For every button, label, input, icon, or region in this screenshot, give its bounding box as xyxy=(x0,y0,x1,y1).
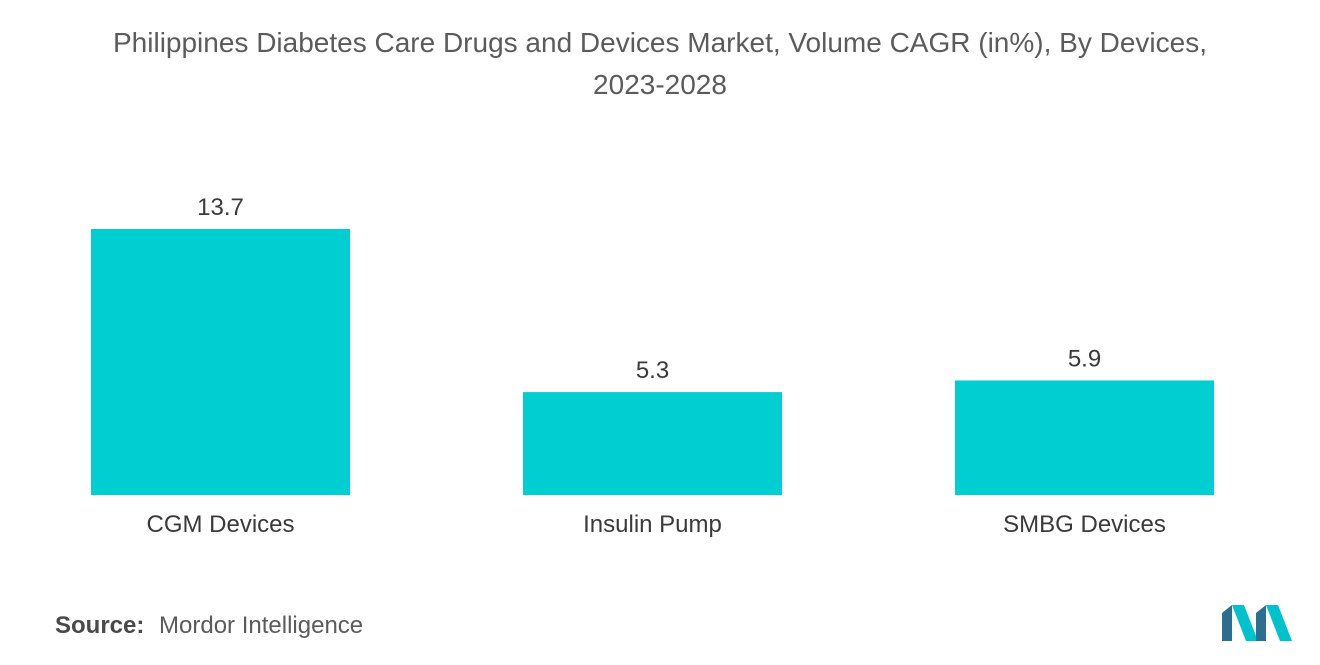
source-value: Mordor Intelligence xyxy=(159,612,364,639)
chart-title-line-2: 2023-2028 xyxy=(593,69,727,100)
data-label-smbg-devices: 5.9 xyxy=(1068,345,1101,372)
source-label: Source: xyxy=(55,612,145,639)
category-label-cgm-devices: CGM Devices xyxy=(146,511,294,538)
category-label-insulin-pump: Insulin Pump xyxy=(583,511,722,538)
chart-title-line-1: Philippines Diabetes Care Drugs and Devi… xyxy=(113,27,1207,58)
mordor-intelligence-logo-icon xyxy=(1222,605,1292,641)
data-label-cgm-devices: 13.7 xyxy=(197,194,244,221)
source-note: Source: Mordor Intelligence xyxy=(55,612,363,640)
data-label-insulin-pump: 5.3 xyxy=(636,357,669,384)
category-label-smbg-devices: SMBG Devices xyxy=(1003,511,1166,538)
bar-insulin-pump xyxy=(523,392,782,495)
chart-title: Philippines Diabetes Care Drugs and Devi… xyxy=(0,22,1320,106)
bar-smbg-devices xyxy=(955,380,1214,495)
bar-cgm-devices xyxy=(91,229,350,495)
